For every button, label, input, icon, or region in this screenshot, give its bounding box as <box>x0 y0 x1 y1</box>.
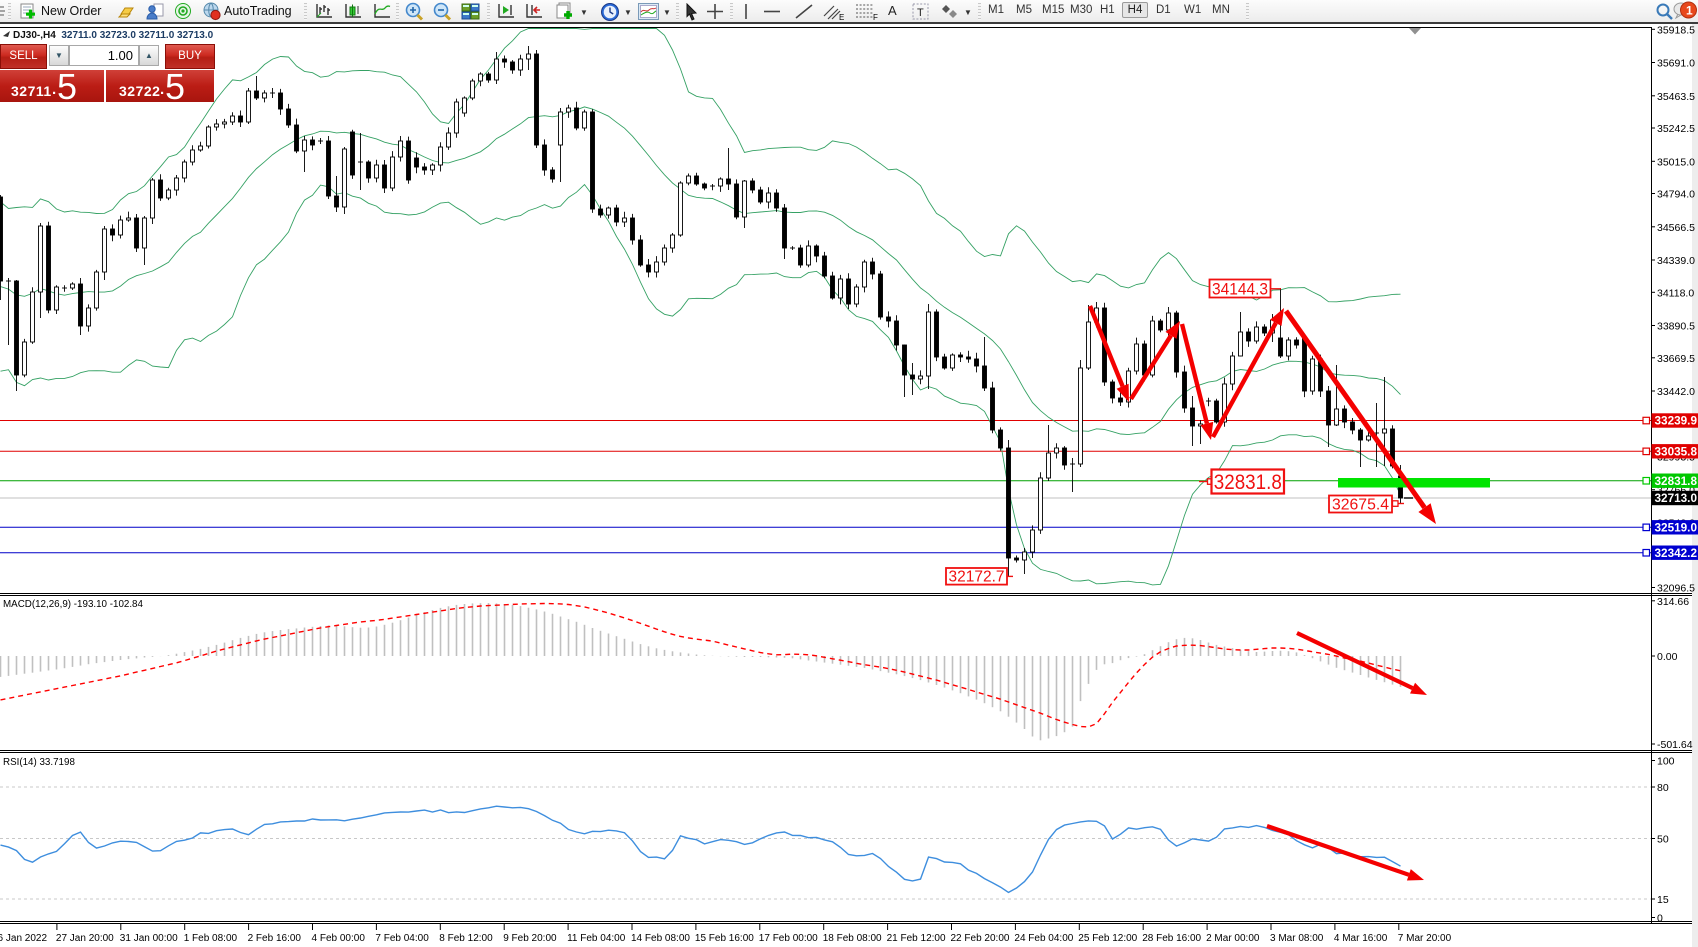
svg-text:RSI(14) 33.7198: RSI(14) 33.7198 <box>3 757 75 768</box>
svg-text:2 Mar 00:00: 2 Mar 00:00 <box>1206 933 1260 944</box>
svg-text:32713.0: 32713.0 <box>1655 491 1698 505</box>
svg-text:50: 50 <box>1657 834 1669 846</box>
svg-text:T: T <box>917 7 924 19</box>
svg-text:2 Feb 16:00: 2 Feb 16:00 <box>248 933 302 944</box>
svg-text:33890.5: 33890.5 <box>1657 321 1695 333</box>
svg-text:35242.5: 35242.5 <box>1657 123 1695 135</box>
svg-text:34566.5: 34566.5 <box>1657 222 1695 234</box>
svg-text:11 Feb 04:00: 11 Feb 04:00 <box>567 933 626 944</box>
svg-text:35463.5: 35463.5 <box>1657 91 1695 103</box>
svg-text:21 Feb 12:00: 21 Feb 12:00 <box>887 933 946 944</box>
svg-text:27 Jan 20:00: 27 Jan 20:00 <box>56 933 114 944</box>
svg-text:15: 15 <box>1657 894 1669 906</box>
svg-text:15 Feb 16:00: 15 Feb 16:00 <box>695 933 754 944</box>
svg-text:4 Mar 16:00: 4 Mar 16:00 <box>1334 933 1388 944</box>
svg-text:32675.4: 32675.4 <box>1332 496 1389 513</box>
svg-text:MACD(12,26,9) -193.10 -102.84: MACD(12,26,9) -193.10 -102.84 <box>3 599 144 610</box>
svg-text:26 Jan 2022: 26 Jan 2022 <box>0 933 47 944</box>
svg-text:34339.0: 34339.0 <box>1657 255 1695 267</box>
svg-text:32096.5: 32096.5 <box>1657 583 1695 595</box>
svg-text:33669.5: 33669.5 <box>1657 353 1695 365</box>
svg-text:33239.9: 33239.9 <box>1655 414 1698 428</box>
svg-text:35918.5: 35918.5 <box>1657 24 1695 36</box>
svg-text:32831.8: 32831.8 <box>1655 474 1698 488</box>
svg-text:14 Feb 08:00: 14 Feb 08:00 <box>631 933 690 944</box>
svg-text:8 Feb 12:00: 8 Feb 12:00 <box>439 933 493 944</box>
svg-text:9 Feb 20:00: 9 Feb 20:00 <box>503 933 557 944</box>
svg-text:32519.0: 32519.0 <box>1655 521 1698 535</box>
svg-text:-501.64: -501.64 <box>1657 739 1693 751</box>
svg-text:100: 100 <box>1657 756 1675 768</box>
svg-text:34118.0: 34118.0 <box>1657 287 1694 299</box>
svg-text:22 Feb 20:00: 22 Feb 20:00 <box>951 933 1010 944</box>
svg-text:3 Mar 08:00: 3 Mar 08:00 <box>1270 933 1324 944</box>
svg-text:1: 1 <box>1686 4 1693 18</box>
svg-text:31 Jan 00:00: 31 Jan 00:00 <box>120 933 178 944</box>
svg-text:F: F <box>873 13 878 21</box>
svg-text:18 Feb 08:00: 18 Feb 08:00 <box>823 933 882 944</box>
svg-text:80: 80 <box>1657 782 1669 794</box>
svg-text:32172.7: 32172.7 <box>949 569 1005 586</box>
svg-text:32342.2: 32342.2 <box>1655 546 1698 560</box>
svg-text:35015.0: 35015.0 <box>1657 156 1695 168</box>
svg-text:25 Feb 12:00: 25 Feb 12:00 <box>1078 933 1137 944</box>
svg-text:1 Feb 08:00: 1 Feb 08:00 <box>184 933 238 944</box>
svg-text:0: 0 <box>1657 913 1663 925</box>
svg-text:32831.8: 32831.8 <box>1214 470 1282 494</box>
svg-text:7 Mar 20:00: 7 Mar 20:00 <box>1398 933 1452 944</box>
svg-text:33035.8: 33035.8 <box>1655 445 1698 459</box>
svg-text:24 Feb 04:00: 24 Feb 04:00 <box>1014 933 1073 944</box>
svg-text:17 Feb 00:00: 17 Feb 00:00 <box>759 933 818 944</box>
svg-text:7 Feb 04:00: 7 Feb 04:00 <box>375 933 429 944</box>
svg-text:28 Feb 16:00: 28 Feb 16:00 <box>1142 933 1201 944</box>
svg-text:33442.0: 33442.0 <box>1657 386 1695 398</box>
svg-text:35691.0: 35691.0 <box>1657 58 1695 70</box>
svg-text:E: E <box>839 13 844 21</box>
svg-text:34794.0: 34794.0 <box>1657 189 1695 201</box>
svg-text:0.00: 0.00 <box>1657 651 1678 663</box>
svg-text:34144.3: 34144.3 <box>1212 279 1268 298</box>
svg-text:314.66: 314.66 <box>1657 596 1689 608</box>
svg-text:4 Feb 00:00: 4 Feb 00:00 <box>312 933 366 944</box>
